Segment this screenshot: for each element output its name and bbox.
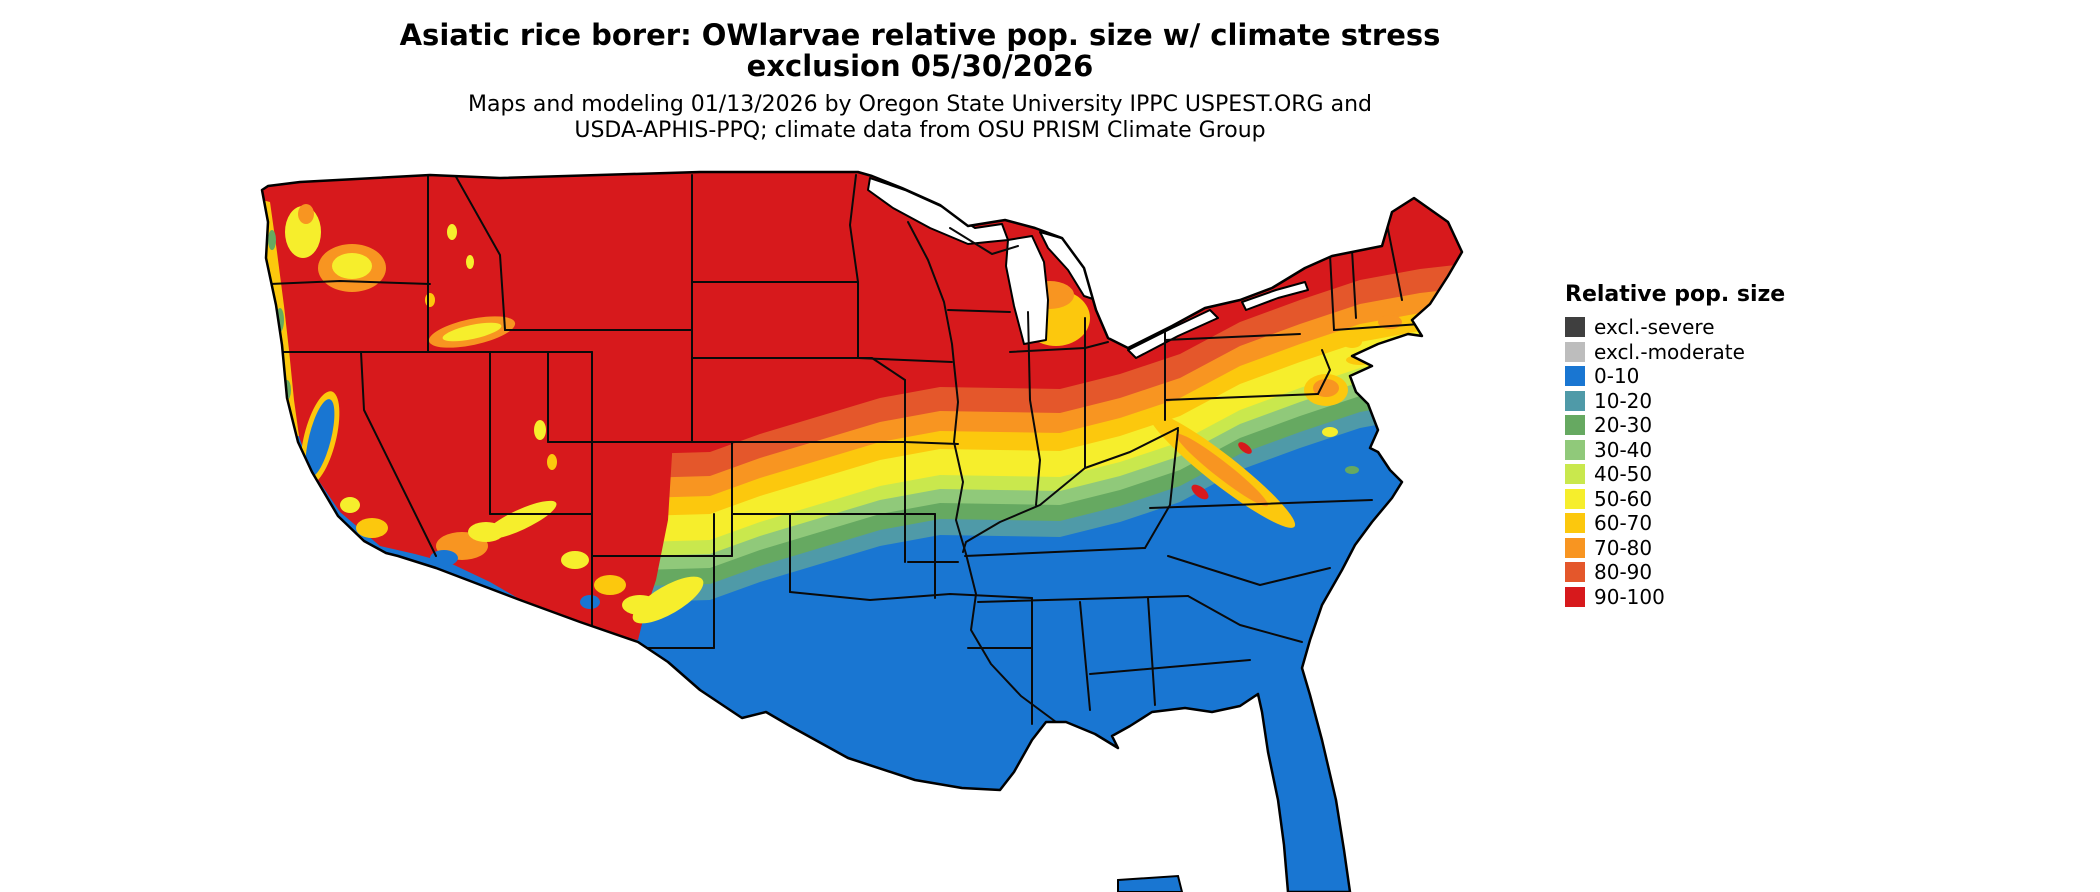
- legend-item: 50-60: [1565, 486, 1785, 511]
- page-title-line1: Asiatic rice borer: OWlarvae relative po…: [399, 18, 1441, 52]
- lake-michigan: [1005, 235, 1049, 345]
- legend-item: 60-70: [1565, 513, 1785, 533]
- page-subtitle-line1: Maps and modeling 01/13/2026 by Oregon S…: [468, 92, 1372, 117]
- legend-label: 50-60: [1594, 486, 1653, 511]
- legend-swatch: [1565, 464, 1585, 484]
- legend-swatch: [1565, 488, 1585, 509]
- map-great-lakes: [867, 177, 1309, 359]
- legend-swatch: [1565, 513, 1585, 533]
- legend-label: 10-20: [1594, 388, 1653, 413]
- legend-label: 60-70: [1594, 511, 1653, 535]
- legend-swatch: [1565, 366, 1585, 386]
- legend-item: 80-90: [1565, 562, 1785, 582]
- legend-swatch: [1565, 586, 1585, 607]
- legend-item: 10-20: [1565, 388, 1785, 413]
- legend-label: 30-40: [1594, 437, 1653, 462]
- legend-item: excl.-severe: [1565, 317, 1785, 337]
- legend-swatch: [1565, 537, 1585, 558]
- legend-title: Relative pop. size: [1565, 282, 1786, 307]
- legend-item: 0-10: [1565, 366, 1785, 386]
- map-outline: [260, 170, 1464, 892]
- legend-label: excl.-severe: [1594, 315, 1715, 339]
- lake-erie: [1127, 309, 1219, 359]
- lake-ontario: [1241, 281, 1309, 311]
- legend-swatch: [1565, 439, 1585, 460]
- legend-swatch: [1565, 415, 1585, 435]
- page-subtitle-line2: USDA-APHIS-PPQ; climate data from OSU PR…: [574, 118, 1266, 143]
- legend-swatch: [1565, 562, 1585, 582]
- map-east-patches: [1022, 281, 1402, 528]
- legend-swatch: [1565, 390, 1585, 411]
- legend-swatch: [1565, 341, 1585, 362]
- map-state-borders: [269, 174, 1421, 741]
- legend-label: 90-100: [1594, 584, 1665, 609]
- page-title-line2: exclusion 05/30/2026: [746, 49, 1094, 83]
- legend-label: 0-10: [1594, 364, 1640, 388]
- legend-rows: excl.-severe excl.-moderate 0-10 10-20 20-30…: [1565, 317, 1785, 607]
- legend-item: 90-100: [1565, 584, 1785, 609]
- legend-item: excl.-moderate: [1565, 339, 1785, 364]
- legend-item: 20-30: [1565, 415, 1785, 435]
- us-map: [260, 170, 1464, 892]
- legend-item: 30-40: [1565, 437, 1785, 462]
- legend-label: 40-50: [1594, 462, 1653, 486]
- legend-label: 80-90: [1594, 560, 1653, 584]
- legend-item: 40-50: [1565, 464, 1785, 484]
- page-subtitle: Maps and modeling 01/13/2026 by Oregon S…: [0, 92, 1840, 144]
- legend-label: 20-30: [1594, 413, 1653, 437]
- legend-swatch: [1565, 317, 1585, 337]
- page-title: Asiatic rice borer: OWlarvae relative po…: [0, 20, 1840, 82]
- florida-keys-fragment: [1117, 874, 1184, 892]
- map-fill-layers: [262, 172, 1462, 892]
- legend: Relative pop. size excl.-severe excl.-mod…: [1565, 282, 1785, 611]
- legend-label: excl.-moderate: [1594, 339, 1745, 364]
- legend-label: 70-80: [1594, 535, 1653, 560]
- map-west-region: [262, 172, 704, 640]
- legend-item: 70-80: [1565, 535, 1785, 560]
